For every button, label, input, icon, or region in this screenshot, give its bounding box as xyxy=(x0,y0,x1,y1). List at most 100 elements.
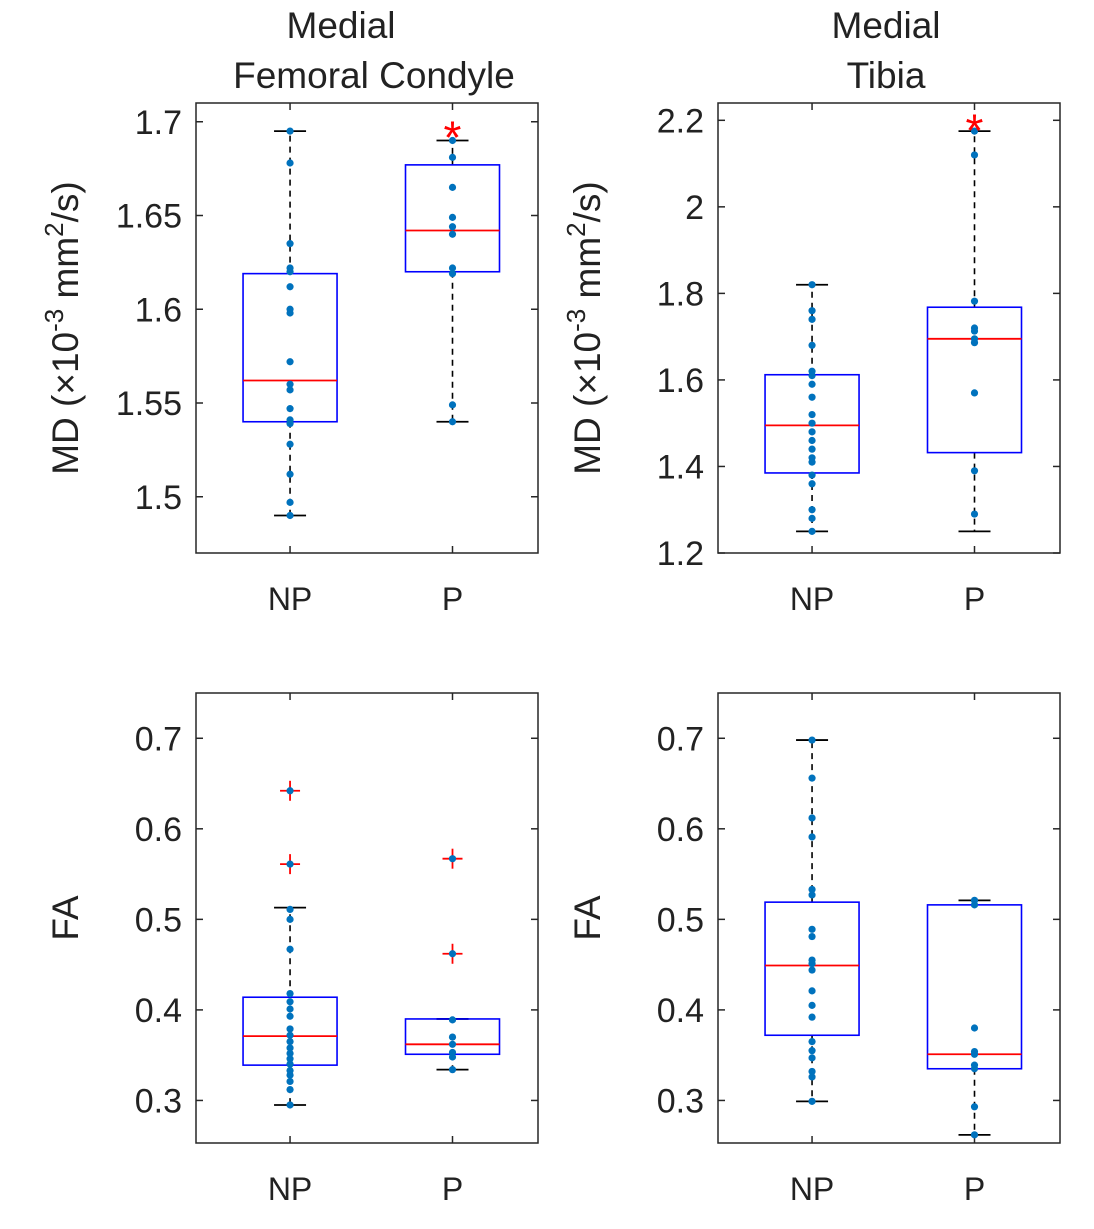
data-point-p xyxy=(448,270,457,278)
data-point-np xyxy=(808,1054,816,1062)
data-point-p xyxy=(448,264,457,272)
x-tick-label-np: NP xyxy=(790,1171,834,1207)
axes-frame xyxy=(717,692,1061,1144)
data-point-p xyxy=(448,213,457,221)
y-tick-label: 1.8 xyxy=(657,275,704,313)
data-point-np xyxy=(286,945,294,953)
title-mfc-line2: Femoral Condyle xyxy=(233,55,515,96)
y-axis-label-part: -3 xyxy=(39,309,69,332)
data-point-p xyxy=(970,1047,979,1056)
box-p xyxy=(926,904,1023,1070)
y-axis-label: MD (×10-3 mm2/s) xyxy=(39,181,86,475)
data-point-np xyxy=(808,1037,816,1046)
data-point-np xyxy=(286,1060,294,1068)
data-point-np xyxy=(286,358,294,366)
axes-frame xyxy=(195,102,539,554)
data-point-np xyxy=(808,1097,816,1105)
data-point-np xyxy=(808,774,816,782)
x-tick-label-p: P xyxy=(964,1171,985,1207)
data-point-np xyxy=(808,885,816,894)
data-point-np xyxy=(808,1013,816,1021)
data-point-np xyxy=(286,1085,294,1094)
data-point-p xyxy=(448,418,457,426)
y-tick-label: 0.4 xyxy=(657,992,704,1030)
data-point-np xyxy=(286,127,294,135)
data-point-p xyxy=(970,324,979,332)
y-axis-label: FA xyxy=(45,895,86,941)
data-point-np xyxy=(808,833,816,841)
data-point-np xyxy=(286,416,294,424)
data-point-np xyxy=(808,380,816,388)
data-point-p xyxy=(448,1040,457,1048)
data-point-np xyxy=(286,1077,294,1086)
data-point-np xyxy=(286,405,294,413)
data-point-np xyxy=(808,454,816,462)
data-point-p xyxy=(448,153,457,161)
data-point-np xyxy=(286,915,294,923)
title-mt-line1: Medial xyxy=(832,5,941,46)
y-axis-label: MD (×10-3 mm2/s) xyxy=(561,181,608,475)
y-tick-label: 1.6 xyxy=(135,291,182,329)
x-tick-label-np: NP xyxy=(790,581,834,617)
y-axis-label: FA xyxy=(567,895,608,941)
data-point-np xyxy=(808,428,816,436)
box-np xyxy=(242,272,338,423)
y-tick-label: 0.6 xyxy=(135,811,182,849)
data-point-np xyxy=(286,1101,294,1109)
data-point-np xyxy=(286,1049,294,1057)
data-point-p xyxy=(970,335,979,343)
data-point-np xyxy=(808,281,816,289)
data-point-np xyxy=(286,1044,294,1052)
data-point-np xyxy=(808,436,816,445)
data-point-np xyxy=(808,987,816,995)
y-tick-label: 1.4 xyxy=(657,448,704,486)
data-point-np xyxy=(286,511,294,520)
data-point-np xyxy=(808,367,816,375)
data-point-p xyxy=(970,1061,979,1069)
data-point-np xyxy=(286,305,294,313)
y-tick-label: 0.6 xyxy=(657,811,704,849)
data-point-np xyxy=(286,1066,294,1075)
data-point-p xyxy=(970,297,979,305)
data-point-np xyxy=(808,480,816,488)
data-point-p xyxy=(448,1016,457,1024)
axes-frame xyxy=(195,692,539,1144)
data-point-np xyxy=(808,956,816,964)
y-axis-label-part: 2 xyxy=(39,222,69,236)
y-axis-label-part: MD (×10 xyxy=(567,332,608,475)
data-point-np xyxy=(808,393,816,401)
data-point-p xyxy=(448,950,457,958)
data-point-np xyxy=(286,386,294,394)
data-point-np xyxy=(286,470,294,478)
panel-mt-md: 1.21.41.61.822.2NP PMD (×10-3 mm2/s)* xyxy=(561,102,1061,617)
data-point-np xyxy=(808,307,816,315)
data-point-p xyxy=(970,389,979,397)
box-p xyxy=(926,306,1023,454)
title-mt-line2: Tibia xyxy=(847,55,926,96)
y-tick-label: 1.55 xyxy=(116,385,182,423)
data-point-np xyxy=(808,471,816,479)
data-point-p xyxy=(970,1131,979,1139)
data-point-np xyxy=(808,891,816,899)
y-tick-label: 1.7 xyxy=(135,104,182,142)
y-tick-label: 0.5 xyxy=(657,901,704,939)
y-axis-label-part: mm xyxy=(567,237,608,309)
y-axis-label-part: /s) xyxy=(45,181,86,222)
data-point-p xyxy=(448,230,457,238)
y-axis-label-part: /s) xyxy=(567,181,608,222)
data-point-p xyxy=(970,896,979,904)
data-point-p xyxy=(970,467,979,475)
y-tick-label: 0.7 xyxy=(657,720,704,758)
data-point-p xyxy=(448,401,457,409)
data-point-np xyxy=(286,1055,294,1063)
data-point-np xyxy=(808,315,816,323)
significance-asterisk: * xyxy=(444,111,462,163)
x-tick-label-p: P xyxy=(964,581,985,617)
y-tick-label: 0.3 xyxy=(135,1082,182,1120)
data-point-np xyxy=(286,990,294,998)
y-tick-label: 0.4 xyxy=(135,992,182,1030)
data-point-np xyxy=(808,925,816,933)
data-point-np xyxy=(286,860,294,868)
data-point-np xyxy=(808,410,816,419)
y-tick-label: 2 xyxy=(685,189,704,227)
